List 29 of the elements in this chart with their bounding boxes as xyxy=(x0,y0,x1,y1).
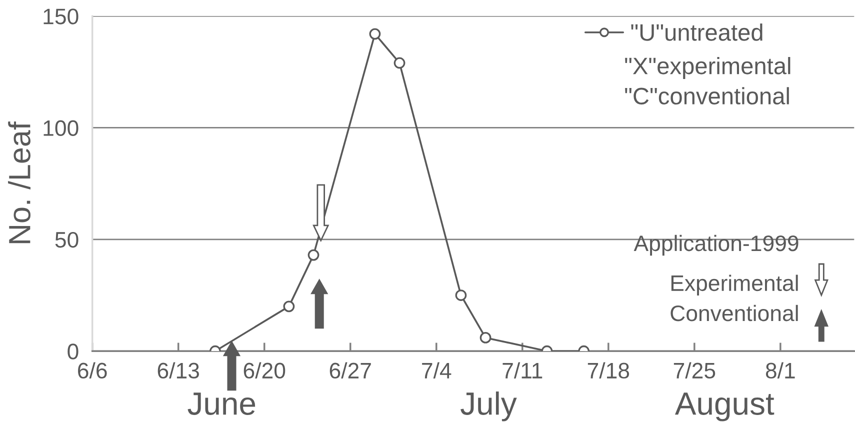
point xyxy=(369,28,381,40)
legend-label: "U"untreated xyxy=(631,24,762,41)
x-tick-label: 7/25 xyxy=(674,362,716,379)
y-tick-label: 0 xyxy=(68,344,78,360)
x-tick-label: 7/4 xyxy=(422,362,452,379)
y-tick-label: 150 xyxy=(44,8,78,24)
x-tick-label: 6/6 xyxy=(78,362,107,379)
x-tick-label: 8/1 xyxy=(766,362,795,379)
annotation: "C"conventional xyxy=(625,87,789,104)
annotation: Conventional xyxy=(670,304,798,322)
y-tick-label: 50 xyxy=(55,232,78,248)
point xyxy=(480,332,492,344)
point xyxy=(283,300,295,312)
point xyxy=(455,290,467,301)
annotation: Application-1999 xyxy=(634,234,798,256)
x-tick-label: 7/18 xyxy=(588,362,630,379)
x-tick-label: 6/27 xyxy=(330,362,371,379)
x-tick-label: 6/13 xyxy=(158,362,199,379)
text: July xyxy=(460,392,517,422)
annotation: "X"experimental xyxy=(625,56,790,79)
x-tick-label: 6/20 xyxy=(244,362,286,379)
x-tick-label: 7/11 xyxy=(502,362,542,379)
y-axis-title: No. /Leaf xyxy=(8,122,30,244)
point xyxy=(308,249,320,261)
text: June xyxy=(188,392,256,415)
annotation: Experimental xyxy=(671,274,798,296)
point xyxy=(394,57,406,69)
y-tick-label: 100 xyxy=(44,120,78,136)
text: August xyxy=(674,392,774,422)
